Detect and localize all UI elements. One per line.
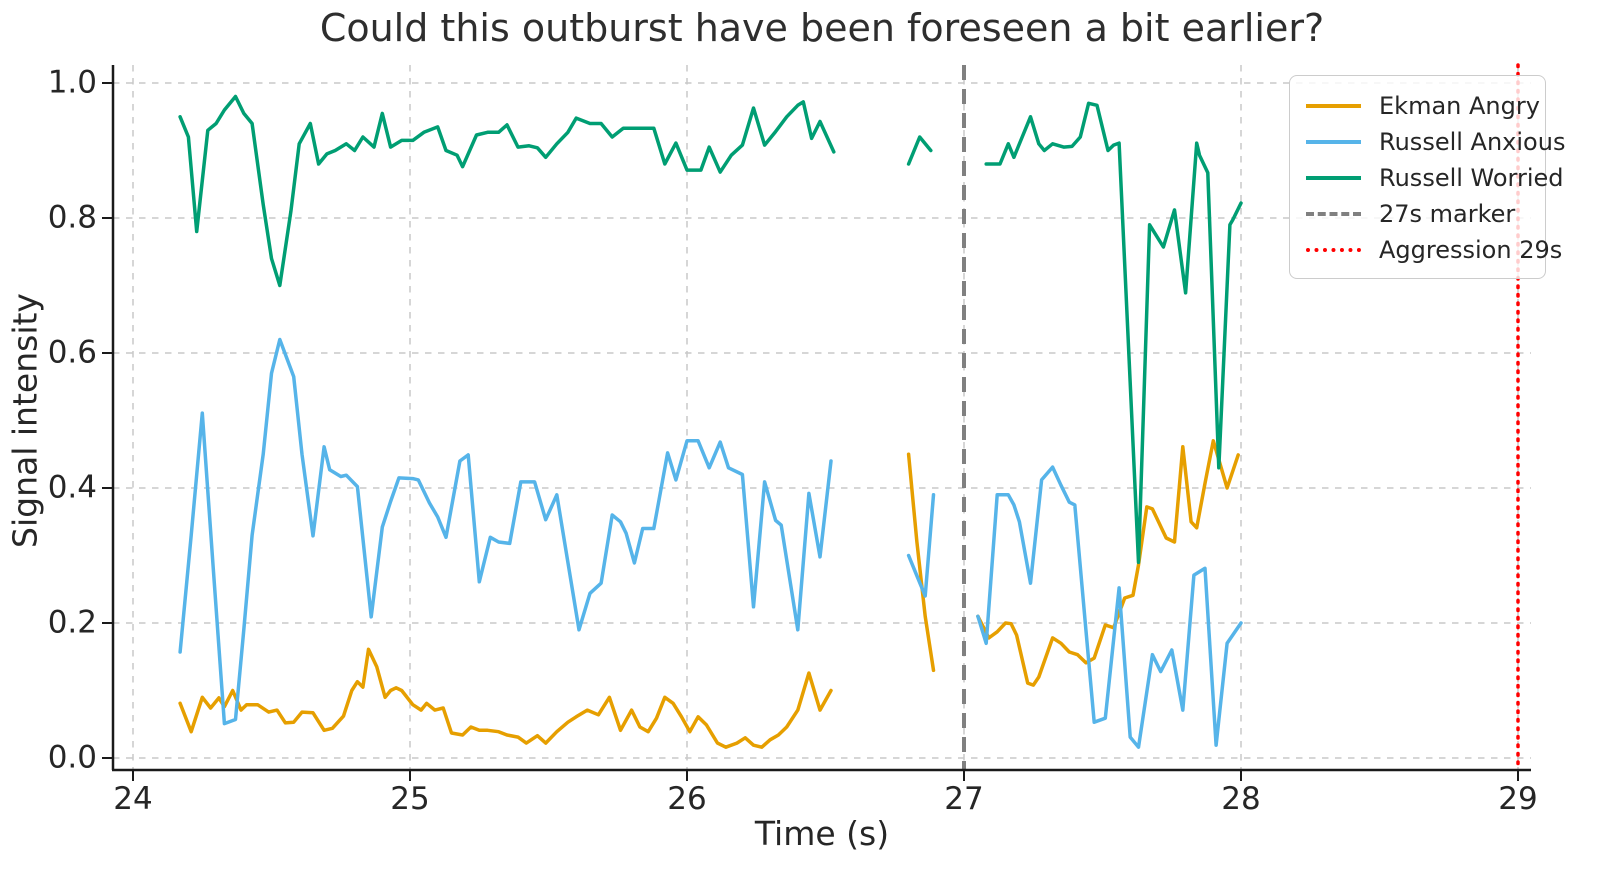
- y-tick-label-0.4: 0.4: [47, 469, 97, 506]
- series-line-russell-anxious-seg0: [178, 337, 833, 726]
- series-line-russell-worried-seg1: [906, 135, 933, 166]
- legend-swatch-27s-marker: [1306, 212, 1361, 216]
- legend-label-aggression-29s: Aggression 29s: [1379, 236, 1563, 264]
- y-tick-label-0.2: 0.2: [47, 604, 97, 641]
- x-axis-label: Time (s): [754, 814, 890, 853]
- chart-title: Could this outburst have been foreseen a…: [319, 6, 1325, 50]
- legend-swatch-russell-anxious: [1306, 140, 1361, 144]
- y-tick-label-0.8: 0.8: [47, 199, 97, 236]
- series-line-russell-worried-seg2: [984, 101, 1243, 565]
- x-tick-label-26: 26: [667, 781, 707, 817]
- y-tick-label-0.0: 0.0: [47, 739, 97, 776]
- legend-label-russell-anxious: Russell Anxious: [1379, 128, 1566, 156]
- series-line-ekman-angry-seg1: [906, 452, 936, 673]
- legend-label-ekman-angry: Ekman Angry: [1379, 92, 1540, 120]
- x-tick-label-27: 27: [944, 781, 984, 817]
- x-tick-label-25: 25: [390, 781, 430, 817]
- x-tick-label-28: 28: [1221, 781, 1261, 817]
- legend-item-russell-worried: Russell Worried: [1306, 160, 1564, 196]
- legend-swatch-ekman-angry: [1306, 104, 1361, 108]
- series-line-russell-worried-seg0: [178, 94, 836, 288]
- legend-label-russell-worried: Russell Worried: [1379, 164, 1564, 192]
- series-line-russell-anxious-seg1: [906, 493, 936, 598]
- series-line-russell-anxious-seg2: [976, 465, 1243, 749]
- legend-swatch-russell-worried: [1306, 176, 1361, 180]
- y-axis-label: Signal intensity: [5, 293, 45, 548]
- legend-item-ekman-angry: Ekman Angry: [1306, 88, 1545, 124]
- legend-label-27s-marker: 27s marker: [1379, 200, 1516, 228]
- x-tick-label-24: 24: [113, 781, 153, 817]
- series-line-ekman-angry-seg0: [178, 647, 833, 749]
- x-tick-label-29: 29: [1498, 781, 1538, 817]
- series-line-ekman-angry-seg2: [976, 439, 1240, 687]
- legend-item-aggression-29s: Aggression 29s: [1306, 232, 1562, 268]
- legend-swatch-aggression-29s: [1306, 248, 1361, 252]
- y-tick-label-0.6: 0.6: [47, 334, 97, 371]
- legend-item-russell-anxious: Russell Anxious: [1306, 124, 1565, 160]
- legend: Ekman Angry Russell Anxious Russell Worrie…: [1289, 75, 1565, 279]
- y-tick-label-1.0: 1.0: [47, 64, 97, 101]
- legend-item-27s-marker: 27s marker: [1306, 196, 1545, 232]
